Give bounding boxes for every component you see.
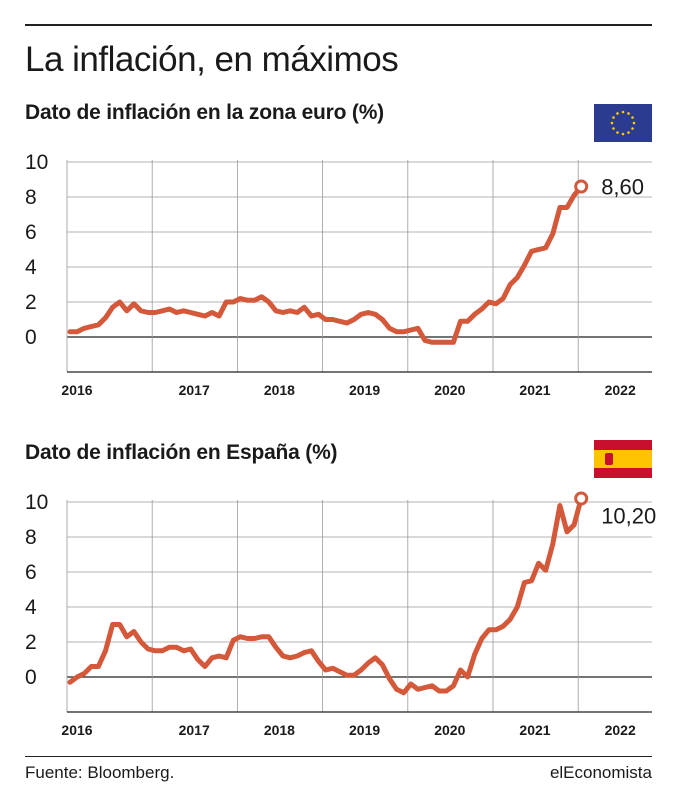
y-tick-label: 10 [25,491,48,514]
eu-flag-star [627,112,630,115]
latest-value-point [574,491,589,506]
footer-rule [25,756,652,757]
x-tick-label: 2020 [434,722,465,738]
source-note: Fuente: Bloomberg. [25,763,175,782]
y-tick-label: 8 [25,186,37,209]
y-tick-label: 6 [25,561,37,584]
x-tick-label: 2018 [264,722,295,738]
chart-title-eurozone: Dato de inflación en la zona euro (%) [25,101,384,124]
x-tick-label: 2020 [434,382,465,398]
spain-flag-icon [594,440,652,478]
inflation-series-line [67,496,584,696]
eu-flag-star [612,116,615,119]
x-tick-label: 2017 [179,722,210,738]
eu-flag-star [612,127,615,130]
eurozone-inflation-chart: 10 8 6 4 2 0 2016 2017 2018 2019 2020 2021 2022 8,60 [25,151,652,398]
eu-flag-star [616,112,619,115]
eu-flag-star [610,121,614,125]
y-tick-label: 4 [25,256,37,279]
eu-flag-star [621,132,625,136]
y-tick-label: 10 [25,151,48,174]
y-tick-label: 2 [25,291,37,314]
y-tick-label: 8 [25,526,37,549]
x-tick-label: 2018 [264,382,295,398]
inflation-series-line [67,184,584,345]
y-tick-label: 0 [25,326,37,349]
eu-flag-star [627,131,630,134]
x-tick-label: 2019 [349,382,380,398]
x-tick-label: 2017 [179,382,210,398]
y-tick-label: 6 [25,221,37,244]
y-tick-label: 0 [25,666,37,689]
latest-value-label: 10,20 [601,504,656,529]
eu-flag-icon [594,104,652,142]
y-tick-label: 4 [25,596,37,619]
top-rule [25,24,652,26]
x-tick-label: 2021 [519,722,550,738]
brand-logo: elEconomista [549,763,652,782]
eu-flag-star [621,110,625,114]
eu-flag-star [616,131,619,134]
chart-title-spain: Dato de inflación en España (%) [25,441,338,464]
eu-flag-star [631,127,634,130]
x-tick-label: 2016 [61,722,92,738]
x-tick-label: 2022 [605,382,636,398]
x-tick-label: 2019 [349,722,380,738]
x-tick-label: 2016 [61,382,92,398]
latest-value-label: 8,60 [601,175,644,200]
latest-value-point [574,179,589,194]
eu-flag-star [631,116,634,119]
spain-inflation-chart: 10 8 6 4 2 0 2016 2017 2018 2019 2020 2021 2022 10,20 [25,491,656,738]
eu-flag-star [632,121,636,125]
page-title: La inflación, en máximos [25,40,399,79]
x-tick-label: 2022 [605,722,636,738]
x-tick-label: 2021 [519,382,550,398]
y-tick-label: 2 [25,631,37,654]
